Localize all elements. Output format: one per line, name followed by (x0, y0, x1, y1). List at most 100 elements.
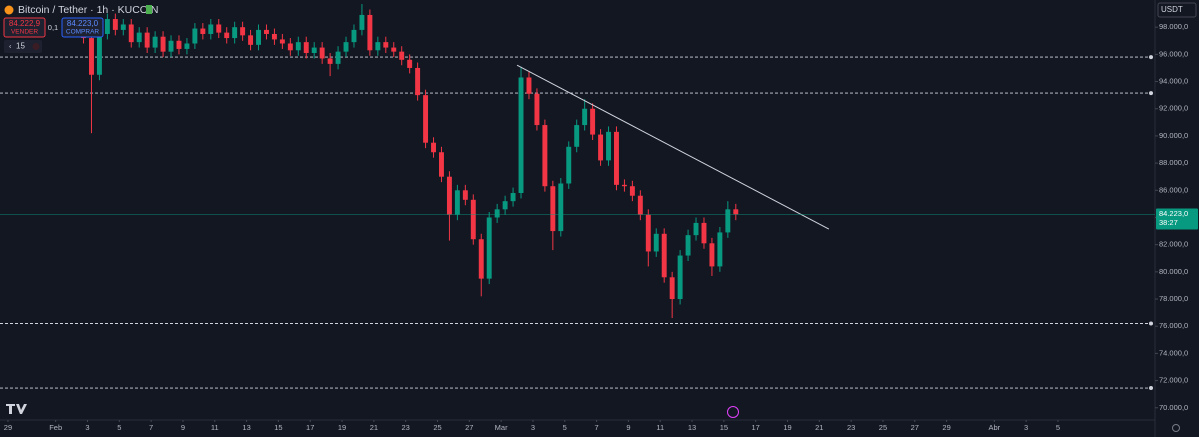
candle-body (128, 24, 134, 43)
candle-body (558, 183, 564, 232)
replay-icon[interactable] (727, 406, 739, 418)
x-tick-label: 11 (211, 423, 219, 432)
sell-button[interactable] (3, 17, 46, 38)
x-tick-label: 27 (911, 423, 919, 432)
candle-body (542, 125, 548, 187)
candle-body (200, 28, 206, 34)
candle-body (208, 24, 214, 34)
x-tick-label: 19 (783, 423, 791, 432)
candle-body (351, 29, 357, 43)
last-price-label: 84.223,0 (1159, 209, 1188, 218)
candle-body (454, 190, 460, 215)
x-tick-label: 3 (85, 423, 89, 432)
candle-body (176, 40, 182, 49)
candle-body (311, 47, 317, 54)
x-tick-label: 17 (306, 423, 314, 432)
price-level-handle (1149, 91, 1153, 96)
candle-body (295, 42, 301, 51)
candle-body (224, 32, 230, 39)
candle-body (614, 131, 619, 185)
plot (0, 4, 1155, 391)
y-tick-label: 70.000,0 (1159, 403, 1188, 412)
x-tick-label: 7 (595, 423, 599, 432)
spread: 0,1 (48, 23, 58, 32)
candle-body (637, 195, 643, 215)
last-price-box (1156, 208, 1198, 230)
candle-body (287, 43, 293, 51)
candle-body (439, 152, 444, 177)
candle-body (502, 201, 508, 210)
price-level-handle (1149, 386, 1153, 391)
candle-body (486, 217, 492, 279)
candle-body (264, 29, 269, 34)
buy-label: COMPRAR (66, 29, 100, 36)
candle-body (407, 59, 413, 68)
trend-line (516, 64, 830, 230)
candle-body (677, 255, 683, 300)
candle-body (725, 209, 731, 233)
candle-body (510, 193, 516, 202)
candle-body (144, 32, 150, 48)
candle-body (415, 67, 421, 96)
candle-body (621, 184, 627, 187)
candle-body (248, 35, 254, 45)
candle-body (717, 232, 723, 267)
buy-button[interactable] (61, 17, 104, 38)
y-tick-label: 96.000,0 (1159, 49, 1188, 58)
candle-body (518, 77, 524, 194)
candle-body (375, 42, 381, 51)
x-tick-label: Mar (495, 423, 508, 432)
y-tick-label: 94.000,0 (1159, 77, 1188, 86)
candle-body (526, 77, 532, 94)
candle-body (335, 51, 341, 64)
currency-button[interactable] (1157, 2, 1197, 18)
count: 15 (16, 42, 25, 51)
x-tick-label: 25 (433, 423, 441, 432)
candle-body (192, 28, 198, 44)
x-tick-label: 21 (370, 423, 378, 432)
candle-body (566, 146, 572, 184)
alert-dot (32, 43, 40, 50)
y-tick-label: 80.000,0 (1159, 267, 1188, 276)
x-tick-label: 11 (656, 423, 664, 432)
y-tick-label: 98.000,0 (1159, 22, 1188, 31)
x-tick-label: 25 (879, 423, 887, 432)
x-tick-label: 13 (242, 423, 250, 432)
candle-body (343, 42, 349, 52)
sell-label: VENDER (11, 29, 38, 36)
candle-body (669, 277, 675, 300)
candle-body (383, 42, 389, 48)
candle-body (478, 239, 484, 279)
x-tick-label: 7 (149, 423, 153, 432)
y-tick-label: 76.000,0 (1159, 321, 1188, 330)
market-flag (146, 5, 152, 14)
candle-body (470, 199, 476, 240)
x-tick-label: 15 (274, 423, 282, 432)
x-tick-label: 3 (531, 423, 535, 432)
x-tick-label: 23 (847, 423, 855, 432)
candle-body (327, 58, 333, 64)
indicator-row[interactable] (4, 40, 42, 53)
candle-body (629, 186, 635, 196)
candle-body (709, 243, 715, 267)
candle-body (574, 125, 580, 147)
candle-body (112, 19, 118, 30)
candle-body (367, 14, 373, 51)
candle-body (462, 190, 468, 200)
candle-body (550, 186, 556, 232)
settings-icon[interactable] (1172, 424, 1180, 432)
price-level-handle (1149, 55, 1153, 60)
candle-body (136, 32, 142, 43)
candle-body (96, 33, 102, 75)
candle-body (168, 40, 174, 52)
symbol-title: Bitcoin / Tether · 1h · KUCOIN (18, 4, 158, 16)
y-tick-label: 86.000,0 (1159, 185, 1188, 194)
y-tick-label: 72.000,0 (1159, 376, 1188, 385)
candle-body (685, 235, 691, 256)
candle-body (271, 33, 277, 40)
x-tick-label: 29 (942, 423, 950, 432)
x-tick-label: 13 (688, 423, 696, 432)
candle-body (240, 27, 246, 36)
buy-price: 84.223,0 (67, 19, 99, 28)
